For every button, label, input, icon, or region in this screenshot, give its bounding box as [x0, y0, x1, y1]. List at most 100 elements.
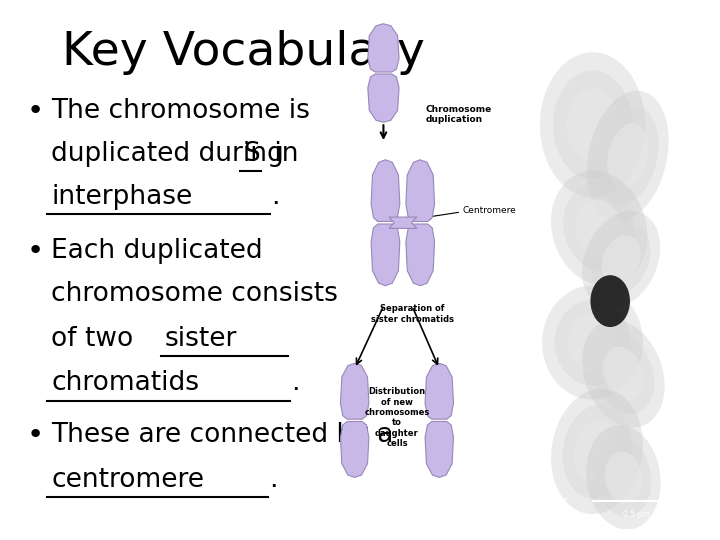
Point — [654, 190, 665, 199]
Point — [636, 321, 648, 330]
Point — [633, 216, 644, 225]
Point — [512, 8, 523, 16]
Point — [680, 463, 691, 471]
Point — [500, 138, 512, 147]
Point — [600, 310, 612, 319]
Point — [698, 111, 709, 120]
Point — [541, 280, 553, 289]
Point — [584, 368, 595, 376]
Point — [567, 159, 578, 168]
Point — [526, 458, 538, 467]
Point — [531, 56, 543, 64]
Point — [581, 435, 593, 443]
Point — [513, 156, 525, 165]
Point — [531, 443, 542, 451]
Point — [629, 274, 640, 283]
Point — [559, 289, 571, 298]
Ellipse shape — [582, 211, 660, 308]
Point — [699, 381, 711, 389]
Point — [552, 150, 563, 158]
Point — [618, 144, 629, 153]
Point — [612, 207, 624, 216]
Point — [669, 66, 680, 75]
Point — [513, 225, 525, 233]
Point — [655, 410, 667, 419]
Point — [605, 309, 616, 318]
Point — [711, 480, 720, 489]
Point — [624, 392, 635, 401]
Point — [626, 427, 638, 435]
Point — [598, 296, 610, 305]
Point — [600, 382, 611, 391]
Point — [559, 249, 571, 258]
Point — [653, 227, 665, 236]
Point — [709, 272, 720, 281]
Point — [649, 220, 660, 228]
Point — [653, 123, 665, 131]
Point — [674, 67, 685, 76]
Point — [598, 43, 610, 51]
Text: sister: sister — [164, 326, 237, 352]
Point — [507, 51, 518, 60]
Point — [550, 215, 562, 224]
Point — [671, 427, 683, 435]
Point — [559, 468, 571, 476]
Point — [618, 155, 630, 164]
Point — [680, 430, 692, 439]
Point — [600, 478, 612, 487]
Point — [564, 233, 576, 242]
Point — [682, 332, 693, 340]
Point — [552, 261, 564, 269]
Point — [642, 347, 653, 355]
Point — [562, 107, 574, 116]
Point — [548, 442, 559, 450]
Point — [696, 358, 707, 367]
Point — [571, 251, 582, 260]
Point — [519, 227, 531, 236]
Point — [587, 29, 598, 37]
Point — [521, 297, 532, 306]
Text: .: . — [271, 184, 280, 210]
Point — [643, 401, 654, 409]
Point — [593, 84, 604, 93]
Point — [695, 322, 706, 331]
Point — [672, 43, 683, 52]
Point — [568, 291, 580, 300]
Point — [539, 382, 551, 391]
Point — [545, 408, 557, 416]
Point — [684, 150, 696, 159]
Point — [670, 75, 682, 84]
Point — [712, 455, 720, 464]
Point — [605, 201, 616, 210]
Point — [661, 444, 672, 453]
Point — [614, 400, 626, 409]
Point — [634, 105, 645, 113]
Point — [554, 506, 566, 515]
Point — [705, 334, 716, 342]
Point — [521, 459, 532, 468]
Point — [593, 355, 605, 363]
Point — [532, 495, 544, 504]
Point — [595, 394, 607, 403]
Point — [509, 179, 521, 188]
Point — [569, 193, 580, 201]
Point — [562, 179, 574, 187]
Point — [648, 269, 660, 278]
Point — [590, 328, 602, 336]
Text: The chromosome is: The chromosome is — [51, 98, 310, 124]
Point — [620, 519, 631, 528]
Point — [582, 468, 593, 477]
Point — [702, 309, 714, 318]
Ellipse shape — [562, 404, 631, 498]
Point — [636, 446, 648, 454]
Point — [680, 342, 692, 350]
Point — [557, 427, 569, 436]
Point — [600, 27, 612, 36]
Point — [561, 343, 572, 352]
Ellipse shape — [554, 300, 631, 386]
Point — [693, 407, 705, 415]
Point — [693, 357, 705, 366]
Point — [630, 508, 642, 516]
Point — [645, 510, 657, 519]
Point — [572, 505, 584, 514]
